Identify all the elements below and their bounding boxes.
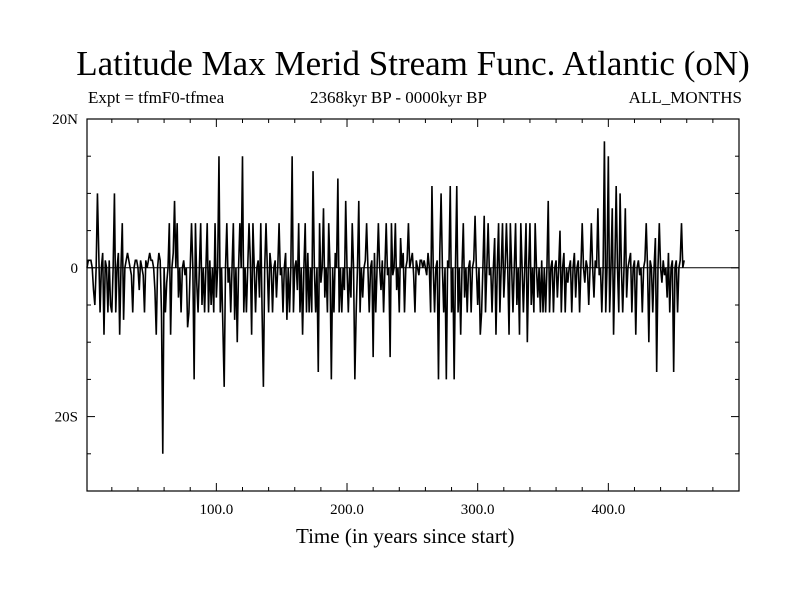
- chart-title: Latitude Max Merid Stream Func. Atlantic…: [76, 44, 750, 83]
- y-tick-label: 20N: [52, 112, 78, 128]
- y-tick-label: 20S: [55, 410, 78, 426]
- x-axis-label: Time (in years since start): [296, 524, 515, 548]
- months-label: ALL_MONTHS: [628, 88, 742, 107]
- series-line: [86, 141, 685, 454]
- x-tick-label: 300.0: [461, 502, 495, 518]
- y-tick-label: 0: [71, 261, 79, 277]
- axis-tick-labels: 100.0 200.0 300.0 400.0 20N 0 20S: [52, 112, 625, 518]
- x-tick-label: 200.0: [330, 502, 364, 518]
- plot-frame: [86, 118, 740, 492]
- axis-ticks: [87, 118, 739, 492]
- x-tick-label: 400.0: [591, 502, 625, 518]
- time-range-label: 2368kyr BP - 0000kyr BP: [310, 88, 487, 107]
- experiment-label: Expt = tfmF0-tfmea: [88, 88, 225, 107]
- x-tick-label: 100.0: [199, 502, 233, 518]
